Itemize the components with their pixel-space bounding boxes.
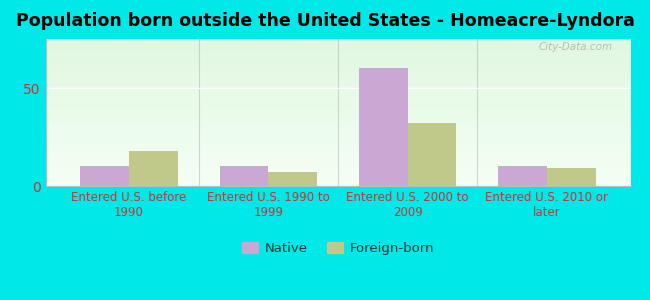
Legend: Native, Foreign-born: Native, Foreign-born [237, 236, 439, 260]
Bar [129, 151, 178, 186]
Bar [359, 68, 408, 186]
Text: Population born outside the United States - Homeacre-Lyndora: Population born outside the United State… [16, 12, 634, 30]
Bar [498, 167, 547, 186]
Text: City-Data.com: City-Data.com [539, 42, 613, 52]
Bar [220, 167, 268, 186]
Bar [81, 167, 129, 186]
Bar [547, 168, 595, 186]
Bar [268, 172, 317, 186]
Bar [408, 123, 456, 186]
